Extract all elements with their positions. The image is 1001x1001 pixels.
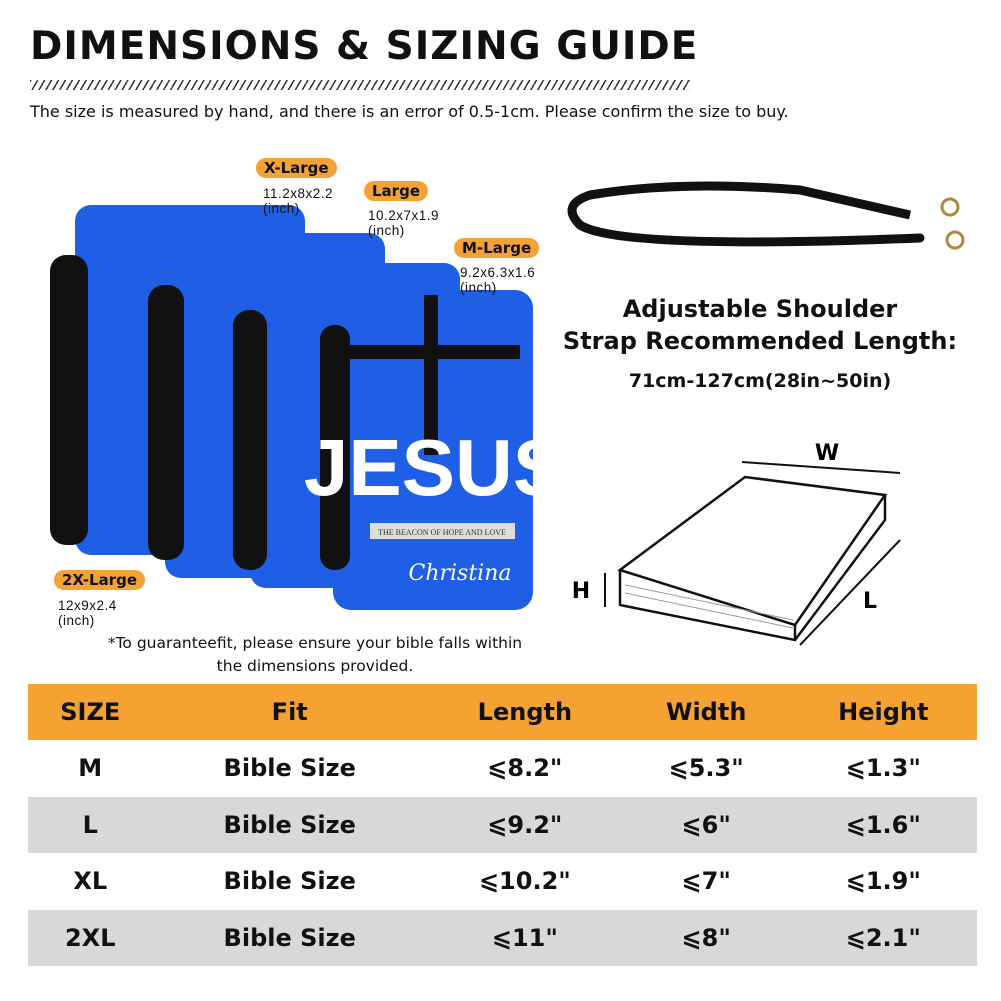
height-label: H (572, 579, 590, 604)
cover-m: JESUS THE BEACON OF HOPE AND LOVE Christ… (304, 290, 560, 610)
hatch-divider (30, 80, 690, 90)
size-dims-xl: 11.2x8x2.2 (inch) (263, 186, 334, 216)
size-table: SIZE Fit Length Width Height M Bible Size… (28, 684, 977, 966)
cover-tagline: THE BEACON OF HOPE AND LOVE (378, 528, 506, 537)
bible-covers-image: JESUS THE BEACON OF HOPE AND LOVE Christ… (50, 205, 560, 610)
page-title: DIMENSIONS & SIZING GUIDE (30, 24, 699, 69)
cover-name: Christina (408, 561, 511, 586)
book-dimension-diagram: W H L (572, 441, 901, 646)
table-header: SIZE Fit Length Width Height (28, 684, 977, 740)
col-fit: Fit (152, 684, 427, 740)
col-width: Width (622, 684, 790, 740)
shoulder-strap-image (567, 181, 965, 250)
table-row: M Bible Size ⩽8.2" ⩽5.3" ⩽1.3" (78, 754, 921, 783)
size-dims-ml: 9.2x6.3x1.6 (inch) (460, 265, 536, 295)
size-badge-ml: M-Large (454, 238, 540, 258)
col-height: Height (789, 684, 977, 740)
cover-title: JESUS (304, 423, 560, 512)
length-label: L (863, 589, 877, 614)
size-badge-2xl: 2X-Large (54, 570, 145, 590)
subtitle: The size is measured by hand, and there … (30, 102, 789, 121)
table-row: L Bible Size ⩽9.2" ⩽6" ⩽1.6" (28, 796, 977, 853)
size-badge-l: Large (364, 181, 428, 201)
table-row: 2XL Bible Size ⩽11" ⩽8" ⩽2.1" (28, 909, 977, 966)
size-dims-l: 10.2x7x1.9 (inch) (368, 208, 440, 238)
width-label: W (815, 441, 839, 466)
size-badge-xl: X-Large (256, 158, 337, 178)
strap-length: 71cm-127cm(28in~50in) (628, 370, 892, 392)
table-row: XL Bible Size ⩽10.2" ⩽7" ⩽1.9" (73, 867, 921, 896)
fit-note: *To guaranteefit, please ensure your bib… (107, 634, 523, 675)
col-size: SIZE (28, 684, 153, 740)
size-dims-2xl: 12x9x2.4 (inch) (58, 598, 117, 628)
strap-title: Adjustable Shoulder Strap Recommended Len… (562, 295, 958, 355)
col-length: Length (426, 684, 623, 740)
